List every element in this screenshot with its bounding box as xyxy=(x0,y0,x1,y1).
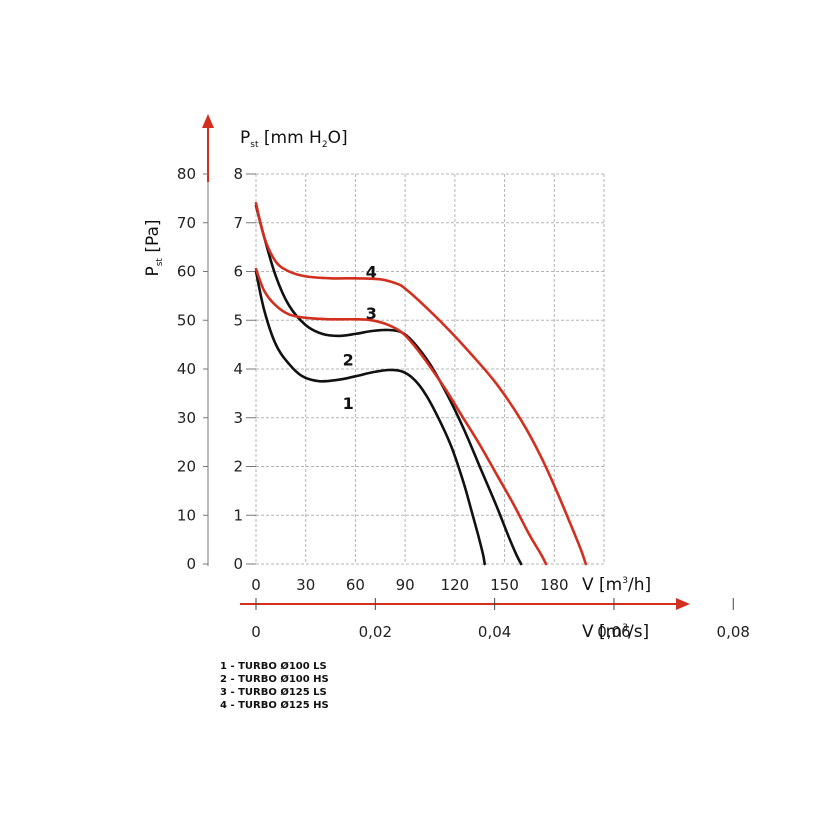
pa-tick-label: 60 xyxy=(177,263,196,281)
mm-tick-label: 5 xyxy=(233,311,243,329)
mm-tick-label: 4 xyxy=(233,360,243,378)
series-line-3 xyxy=(254,267,548,566)
legend-item: 4 - TURBO Ø125 HS xyxy=(220,700,329,711)
x-axis-title-m3s: V [m3/s] xyxy=(582,622,649,642)
pa-tick-label: 80 xyxy=(177,165,196,183)
m3h-tick-label: 180 xyxy=(540,576,569,594)
y-axis-title-mm: Pst [mm H2O] xyxy=(240,128,348,150)
m3s-tick-label: 0,04 xyxy=(478,623,511,641)
m3h-tick-label: 30 xyxy=(296,576,315,594)
axes xyxy=(202,114,690,610)
curve-label-1: 1 xyxy=(343,394,354,413)
legend-item: 2 - TURBO Ø100 HS xyxy=(220,674,329,685)
m3s-tick-label: 0,06 xyxy=(597,623,630,641)
mm-tick-label: 7 xyxy=(233,214,243,232)
curve-label-3: 3 xyxy=(366,304,377,323)
y-axis-title-pa: Pst [Pa] xyxy=(143,219,165,276)
mm-tick-label: 8 xyxy=(233,165,243,183)
curve-label-4: 4 xyxy=(366,263,377,282)
pa-tick-label: 40 xyxy=(177,360,196,378)
pa-tick-label: 70 xyxy=(177,214,196,232)
m3s-tick-label: 0,08 xyxy=(717,623,750,641)
pa-tick-label: 0 xyxy=(186,555,196,573)
series-line-2 xyxy=(254,204,523,566)
mm-tick-label: 0 xyxy=(233,555,243,573)
x-axis-title-m3h: V [m3/h] xyxy=(582,575,651,595)
series-lines xyxy=(254,202,588,566)
mm-tick-label: 6 xyxy=(233,263,243,281)
legend-item: 1 - TURBO Ø100 LS xyxy=(220,661,327,672)
m3s-tick-label: 0,02 xyxy=(359,623,392,641)
curve-label-2: 2 xyxy=(343,350,354,369)
m3s-tick-label: 0 xyxy=(251,623,261,641)
series-line-1 xyxy=(254,270,486,566)
mm-tick-label: 3 xyxy=(233,409,243,427)
curve-labels: 1 2 3 4 xyxy=(343,263,377,414)
y-arrow-head xyxy=(202,114,214,128)
mm-tick-label: 2 xyxy=(233,458,243,476)
m3h-tick-label: 60 xyxy=(346,576,365,594)
series-line-4 xyxy=(254,202,588,566)
pa-tick-label: 20 xyxy=(177,458,196,476)
pa-tick-label: 30 xyxy=(177,409,196,427)
grid xyxy=(256,173,605,564)
x-arrow-head xyxy=(676,598,690,610)
pa-tick-label: 50 xyxy=(177,311,196,329)
m3h-tick-label: 90 xyxy=(396,576,415,594)
legend: 1 - TURBO Ø100 LS 2 - TURBO Ø100 HS 3 - … xyxy=(220,660,329,712)
mm-tick-label: 1 xyxy=(233,506,243,524)
m3h-tick-label: 0 xyxy=(251,576,261,594)
m3h-tick-label: 120 xyxy=(441,576,470,594)
legend-item: 3 - TURBO Ø125 LS xyxy=(220,687,327,698)
pa-tick-label: 10 xyxy=(177,506,196,524)
m3h-tick-label: 150 xyxy=(490,576,519,594)
